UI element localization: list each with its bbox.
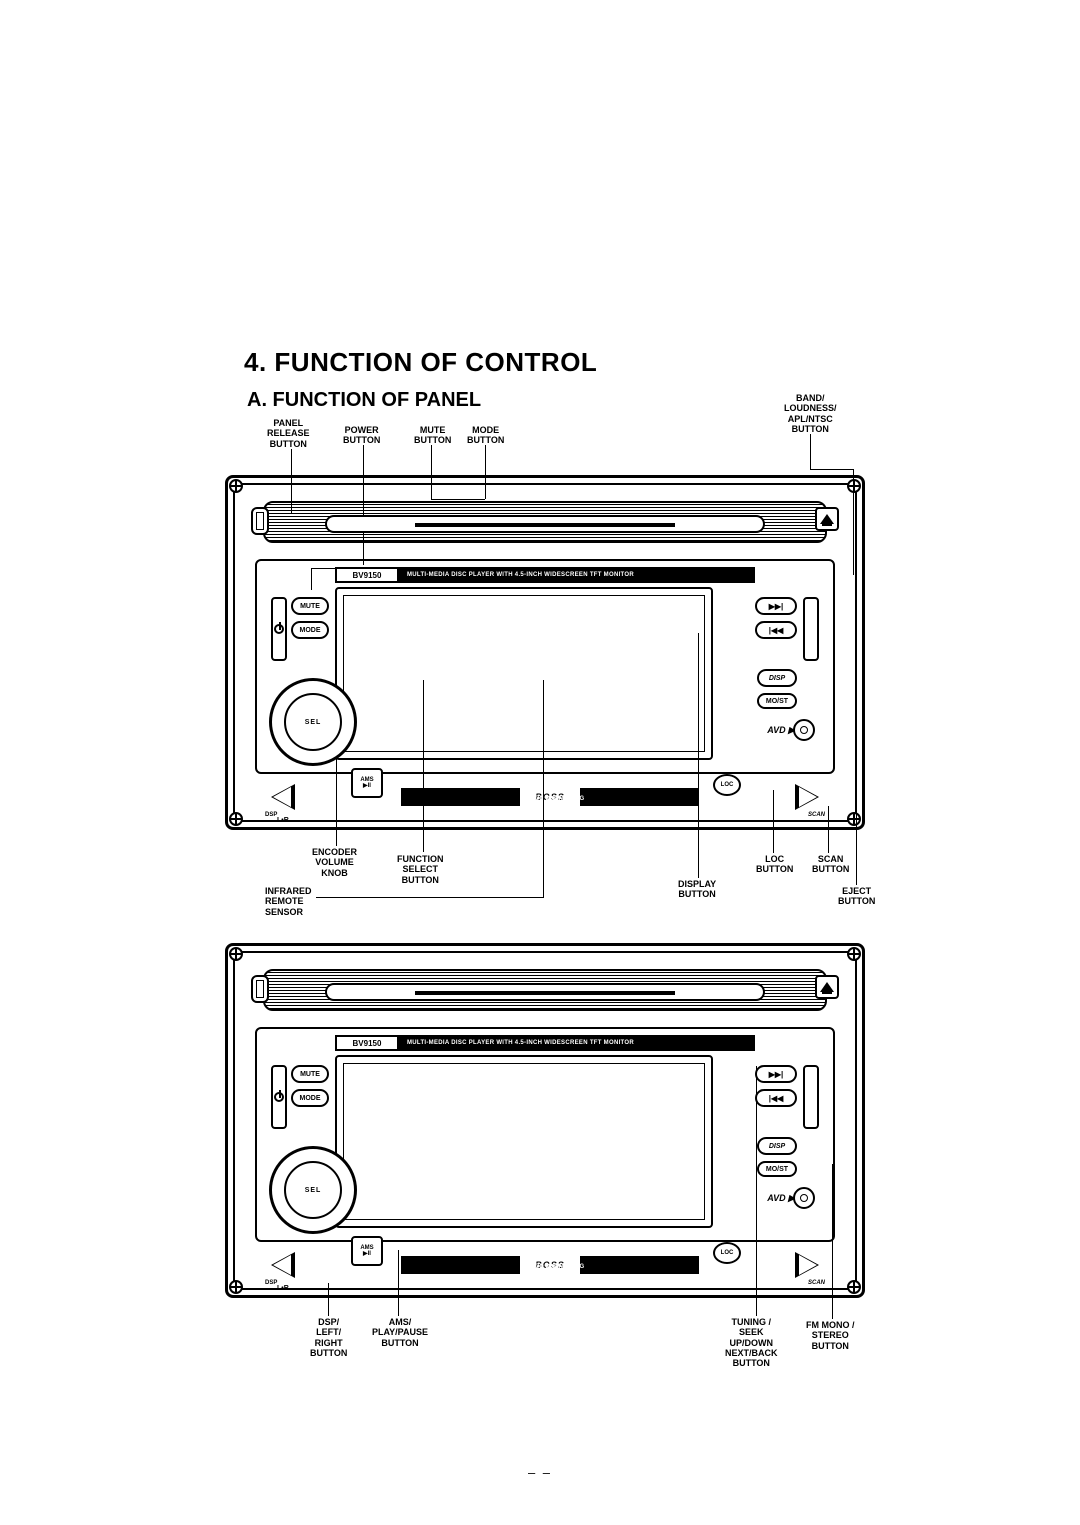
disc-slot <box>263 969 827 1011</box>
mute-button[interactable]: MUTE <box>291 597 329 615</box>
avd-label: AVD ▶ <box>767 1193 795 1204</box>
lead <box>832 1164 833 1319</box>
lead <box>698 633 699 878</box>
callout-fm: FM MONO / STEREO BUTTON <box>806 1320 855 1351</box>
volume-knob[interactable] <box>269 678 357 766</box>
tft-screen <box>335 1055 713 1228</box>
callout-tuning: TUNING / SEEK UP/DOWN NEXT/BACK BUTTON <box>725 1317 778 1369</box>
model-strip-text: MULTI-MEDIA DISC PLAYER WITH 4.5-INCH WI… <box>407 569 749 581</box>
panel-release-button[interactable] <box>251 507 269 535</box>
loc-button[interactable]: LOC <box>713 774 741 796</box>
callout-eject: EJECT BUTTON <box>838 886 875 907</box>
scan-tri-label: SCAN <box>808 812 825 818</box>
lead <box>810 434 811 469</box>
mode-button[interactable]: MODE <box>291 1089 329 1107</box>
brand-strip: iDSP iD3TAG BOSS DD DIGITAL <box>401 788 699 806</box>
panel-release-button[interactable] <box>251 975 269 1003</box>
ams-button[interactable]: AMS ▶II <box>351 768 383 798</box>
power-button[interactable] <box>271 1065 287 1129</box>
mute-button[interactable]: MUTE <box>291 1065 329 1083</box>
lead <box>316 897 544 898</box>
prev-button[interactable] <box>755 621 797 639</box>
prev-button[interactable] <box>755 1089 797 1107</box>
ams-button[interactable]: AMS ▶II <box>351 1236 383 1266</box>
lead <box>398 1250 399 1316</box>
ir-sensor <box>793 1187 815 1209</box>
callout-ams: AMS/ PLAY/PAUSE BUTTON <box>372 1317 428 1348</box>
callout-band: BAND/ LOUDNESS/ APL/NTSC BUTTON <box>784 393 837 434</box>
callout-infrared: INFRARED REMOTE SENSOR <box>265 886 312 917</box>
heading-sub: A. FUNCTION OF PANEL <box>247 389 481 412</box>
callout-power: POWER BUTTON <box>343 425 380 446</box>
model-strip-text: MULTI-MEDIA DISC PLAYER WITH 4.5-INCH WI… <box>407 1037 749 1049</box>
lr-label: L•R <box>277 1285 289 1292</box>
avd-label: AVD ▶ <box>767 725 795 736</box>
device-panel-bottom: BV9150 MULTI-MEDIA DISC PLAYER WITH 4.5-… <box>225 943 865 1298</box>
disc-slot <box>263 501 827 543</box>
callout-scan: SCAN BUTTON <box>812 854 849 875</box>
band-button[interactable] <box>803 597 819 661</box>
next-button[interactable] <box>755 1065 797 1083</box>
ir-sensor <box>793 719 815 741</box>
scan-button[interactable] <box>795 784 819 810</box>
dsp-tri-label: DSP <box>265 812 277 818</box>
page-number: – – <box>0 1465 1080 1480</box>
power-button[interactable] <box>271 597 287 661</box>
most-button[interactable]: MO/ST <box>757 693 797 709</box>
callout-dsp: DSP/ LEFT/ RIGHT BUTTON <box>310 1317 347 1358</box>
lr-label: L•R <box>277 817 289 824</box>
eject-button[interactable] <box>815 507 839 531</box>
lead <box>328 1283 329 1316</box>
callout-function: FUNCTION SELECT BUTTON <box>397 854 444 885</box>
disp-button[interactable]: DISP <box>757 1137 797 1155</box>
dsp-left-button[interactable] <box>271 784 295 810</box>
callout-mute: MUTE BUTTON <box>414 425 451 446</box>
scan-tri-label: SCAN <box>808 1280 825 1286</box>
callout-encoder: ENCODER VOLUME KNOB <box>312 847 357 878</box>
lead <box>336 758 337 846</box>
lead <box>543 680 544 898</box>
callout-loc: LOC BUTTON <box>756 854 793 875</box>
lead <box>756 1066 757 1316</box>
dsp-left-button[interactable] <box>271 1252 295 1278</box>
scan-button[interactable] <box>795 1252 819 1278</box>
eject-button[interactable] <box>815 975 839 999</box>
callout-display: DISPLAY BUTTON <box>678 879 716 900</box>
callout-panel-release: PANEL RELEASE BUTTON <box>267 418 310 449</box>
lead <box>423 680 424 852</box>
heading-main: 4. FUNCTION OF CONTROL <box>244 347 597 378</box>
next-button[interactable] <box>755 597 797 615</box>
disp-button[interactable]: DISP <box>757 669 797 687</box>
lead <box>856 512 857 885</box>
brand-strip: iDSP iD3TAG BOSS DD DIGITAL <box>401 1256 699 1274</box>
volume-knob[interactable] <box>269 1146 357 1234</box>
mode-button[interactable]: MODE <box>291 621 329 639</box>
band-button[interactable] <box>803 1065 819 1129</box>
tft-screen <box>335 587 713 760</box>
lead <box>773 790 774 853</box>
dsp-tri-label: DSP <box>265 1280 277 1286</box>
lead <box>810 469 854 470</box>
lead <box>828 806 829 853</box>
callout-mode: MODE BUTTON <box>467 425 504 446</box>
device-panel-top: BV9150 MULTI-MEDIA DISC PLAYER WITH 4.5-… <box>225 475 865 830</box>
model-label: BV9150 <box>337 1037 397 1049</box>
most-button[interactable]: MO/ST <box>757 1161 797 1177</box>
loc-button[interactable]: LOC <box>713 1242 741 1264</box>
page: 4. FUNCTION OF CONTROL A. FUNCTION OF PA… <box>0 0 1080 1525</box>
model-label: BV9150 <box>337 569 397 581</box>
